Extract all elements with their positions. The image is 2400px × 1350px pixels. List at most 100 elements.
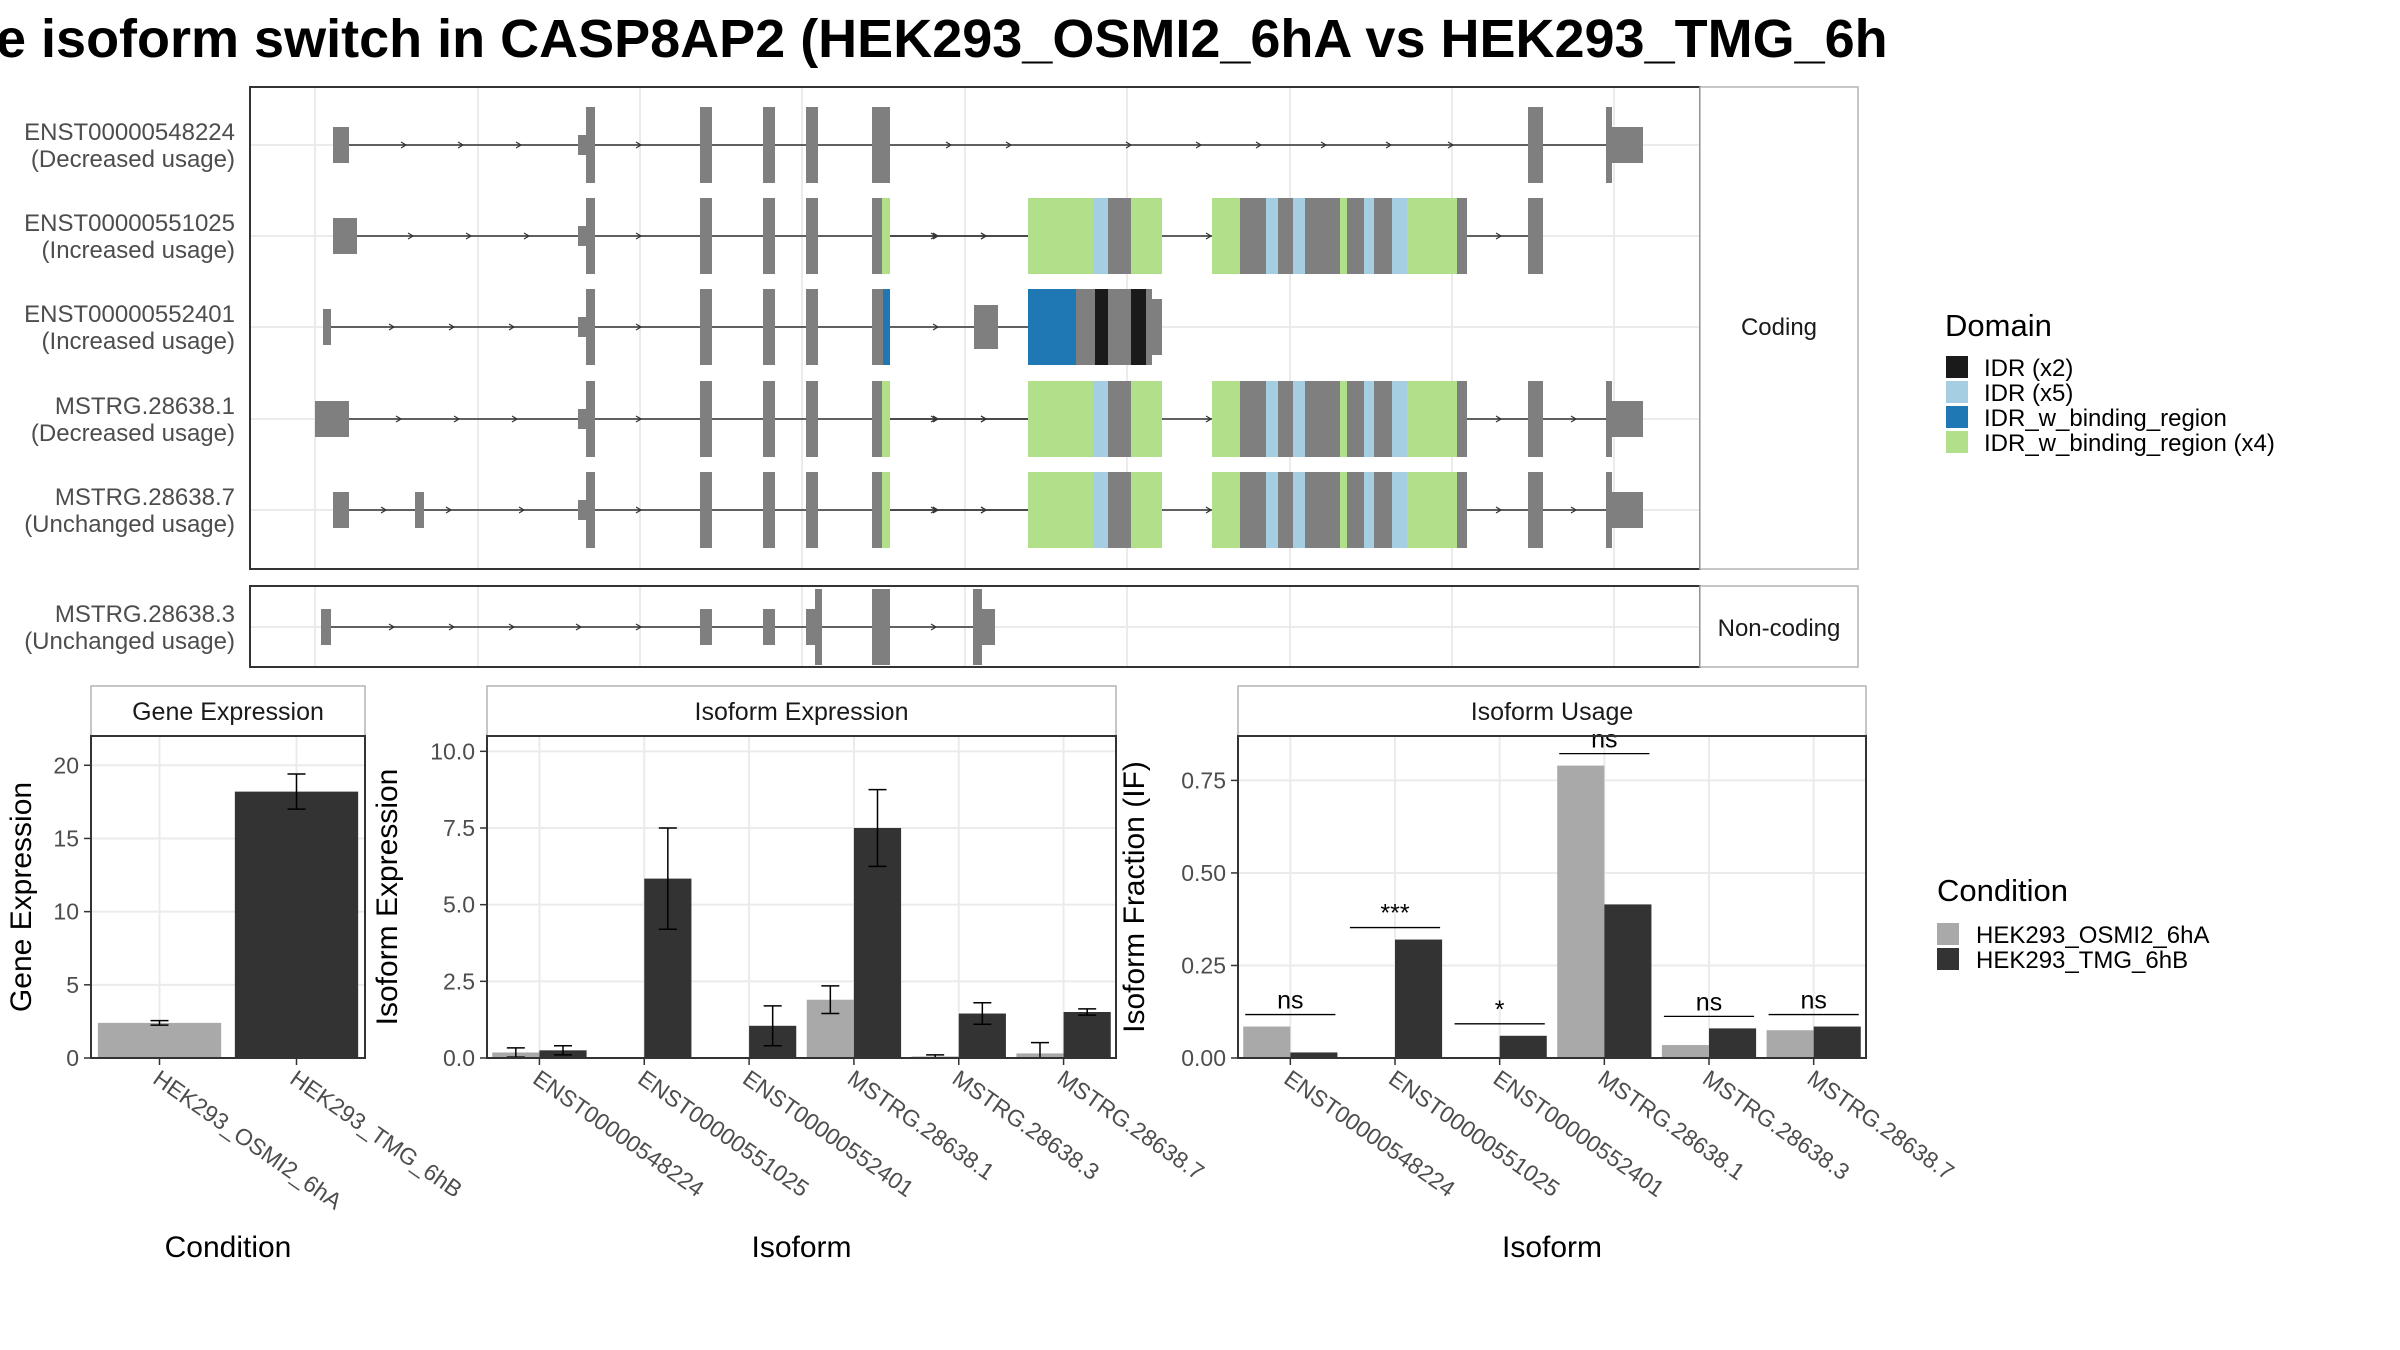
exon (586, 289, 595, 365)
exon (1347, 198, 1364, 274)
domain-idr (1392, 472, 1407, 548)
bar (1557, 765, 1605, 1058)
y-tick-label: 0.75 (1181, 767, 1226, 793)
intron-arrow (1005, 141, 1013, 149)
domain-idr (1266, 472, 1278, 548)
plot-area (487, 736, 1116, 1058)
domain-idr (1266, 381, 1278, 457)
intron-arrow (388, 623, 396, 631)
y-axis-title: Isoform Expression (371, 769, 404, 1026)
exon (1108, 198, 1131, 274)
exon (763, 609, 775, 645)
intron-arrow (575, 623, 583, 631)
chart-strip-title: Gene Expression (132, 698, 324, 726)
x-axis-title: Isoform (1502, 1231, 1602, 1264)
domain-idr (1364, 198, 1374, 274)
domain-idr-binding (1028, 381, 1093, 457)
intron-arrow (1320, 141, 1328, 149)
intron-arrow (980, 506, 988, 514)
transcript-id-label: MSTRG.28638.3 (55, 601, 235, 628)
exon (1305, 472, 1340, 548)
intron-arrow (1195, 141, 1203, 149)
domain-idr-binding (1212, 472, 1240, 548)
exon (1305, 198, 1340, 274)
exon (1374, 381, 1392, 457)
exon (872, 289, 883, 365)
x-axis-title: Isoform (751, 1231, 851, 1264)
exon (763, 381, 775, 457)
y-tick-label: 5 (66, 972, 79, 998)
x-tick-label: ENST00000552401 (738, 1065, 918, 1202)
domain-idr (1293, 472, 1305, 548)
figure-title: e isoform switch in CASP8AP2 (HEK293_OSM… (0, 9, 1888, 69)
exon (973, 589, 982, 665)
y-axis-title: Gene Expression (5, 782, 38, 1012)
transcript-usage-label: (Unchanged usage) (24, 511, 235, 538)
domain-idr-binding (1340, 198, 1347, 274)
y-axis-title: Isoform Fraction (IF) (1118, 761, 1151, 1033)
intron-arrow (508, 623, 516, 631)
domain-idr-binding (883, 289, 890, 365)
intron-arrow (930, 506, 938, 514)
intron-arrow (465, 232, 473, 240)
intron-arrow (448, 323, 456, 331)
bar (1709, 1028, 1757, 1058)
condition-legend-label: HEK293_OSMI2_6hA (1976, 922, 2209, 949)
chart-strip (90, 685, 366, 737)
exon (1612, 492, 1643, 528)
bar (1395, 939, 1443, 1058)
domain-idr-binding (1028, 472, 1093, 548)
exon (333, 492, 349, 528)
y-tick-label: 5.0 (443, 892, 475, 918)
intron-arrow (407, 232, 415, 240)
bar (1063, 1012, 1111, 1058)
exon (763, 472, 775, 548)
domain-idr (1364, 472, 1374, 548)
domain-idr (1093, 472, 1108, 548)
exon (1528, 381, 1543, 457)
intron-arrow (518, 506, 526, 514)
intron-arrow (1205, 415, 1213, 423)
exon (1305, 381, 1340, 457)
plot-frame (1237, 735, 1867, 1059)
plot-frame (486, 735, 1117, 1059)
exon (872, 198, 882, 274)
exon (1606, 472, 1612, 548)
intron-arrow (1255, 141, 1263, 149)
exon (315, 401, 349, 437)
intron-arrow (453, 415, 461, 423)
domain-idr-binding (1212, 381, 1240, 457)
exon (1278, 381, 1293, 457)
exon (815, 589, 822, 665)
bar (1243, 1026, 1291, 1058)
domain-idr-binding (1212, 198, 1240, 274)
domain-idr (1392, 381, 1407, 457)
domain-idr (1392, 198, 1407, 274)
exon (333, 127, 349, 163)
intron-arrow (445, 506, 453, 514)
intron-arrow (635, 506, 643, 514)
exon (872, 381, 882, 457)
exon (763, 198, 775, 274)
exon (806, 289, 818, 365)
exon (806, 198, 818, 274)
transcript-id-label: MSTRG.28638.1 (55, 393, 235, 420)
exon (700, 472, 712, 548)
exon (700, 381, 712, 457)
intron-arrow (448, 623, 456, 631)
intron-arrow (1495, 232, 1503, 240)
exon (586, 472, 595, 548)
isoform-usage-chart: Isoform Usage 0.00 0.25 0.50 0.75 ns ENST00000… (1118, 685, 1959, 1264)
exon (1612, 401, 1643, 437)
significance-label: * (1495, 996, 1505, 1024)
exon (1152, 299, 1162, 355)
intron-arrow (635, 415, 643, 423)
exon (806, 609, 815, 645)
exon (1278, 472, 1293, 548)
exon (700, 609, 712, 645)
exon (1347, 472, 1364, 548)
intron-arrow (1495, 415, 1503, 423)
domain-idr-binding (1131, 472, 1162, 548)
intron-arrow (1495, 506, 1503, 514)
transcript-id-label: MSTRG.28638.7 (55, 484, 235, 511)
